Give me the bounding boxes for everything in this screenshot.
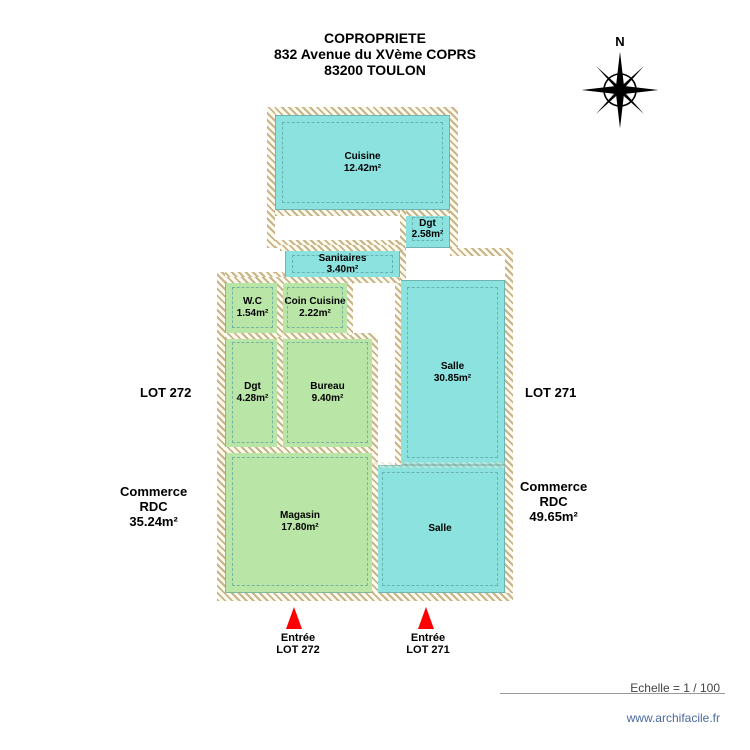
- compass-n-label: N: [580, 34, 660, 49]
- room-bureau: Bureau9.40m²: [280, 335, 375, 450]
- commerce271-line2: RDC: [520, 495, 587, 510]
- room-label-magasin: Magasin17.80m²: [280, 510, 320, 533]
- room-label-coincuisine: Coin Cuisine2.22m²: [284, 296, 345, 319]
- source-url: www.archifacile.fr: [627, 711, 720, 725]
- room-dgt2: Dgt4.28m²: [225, 335, 280, 450]
- entry271-line1: Entrée: [398, 632, 458, 644]
- entry272-line2: LOT 272: [268, 644, 328, 656]
- commerce272-line3: 35.24m²: [120, 515, 187, 530]
- room-label-salle2: Salle: [428, 523, 451, 535]
- compass-rose: N: [580, 50, 660, 130]
- room-coincuisine: Coin Cuisine2.22m²: [280, 280, 350, 335]
- commerce271-line3: 49.65m²: [520, 510, 587, 525]
- entry271-line2: LOT 271: [398, 644, 458, 656]
- room-sanitaires: Sanitaires3.40m²: [285, 248, 400, 280]
- room-cuisine: Cuisine12.42m²: [275, 115, 450, 210]
- entry-arrow-271: [418, 607, 434, 629]
- commerce272-line2: RDC: [120, 500, 187, 515]
- lot272-label: LOT 272: [140, 385, 191, 400]
- lot271-label: LOT 271: [525, 385, 576, 400]
- entry272-line1: Entrée: [268, 632, 328, 644]
- floor-plan: Cuisine12.42m² Dgt2.58m² Sanitaires3.40m² S…: [215, 115, 505, 593]
- room-magasin: Magasin17.80m²: [225, 450, 375, 593]
- room-salle1: Salle30.85m²: [400, 280, 505, 465]
- room-label-bureau: Bureau9.40m²: [310, 381, 344, 404]
- commerce271-line1: Commerce: [520, 480, 587, 495]
- entry-arrow-272: [286, 607, 302, 629]
- room-label-cuisine: Cuisine12.42m²: [344, 151, 381, 174]
- commerce272-line1: Commerce: [120, 485, 187, 500]
- room-wc: W.C1.54m²: [225, 280, 280, 335]
- room-label-sanitaires: Sanitaires3.40m²: [319, 253, 367, 276]
- room-salle2: Salle: [375, 465, 505, 593]
- room-label-salle1: Salle30.85m²: [434, 361, 471, 384]
- room-label-dgt1: Dgt2.58m²: [412, 218, 444, 241]
- room-label-dgt2: Dgt4.28m²: [237, 381, 269, 404]
- room-label-wc: W.C1.54m²: [237, 296, 269, 319]
